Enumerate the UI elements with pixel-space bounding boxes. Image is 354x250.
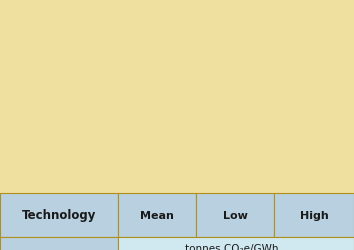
Text: Low: Low <box>223 210 247 220</box>
Bar <box>118 237 354 250</box>
Bar <box>0 193 118 237</box>
Bar <box>0 237 118 250</box>
Bar <box>118 193 196 237</box>
Text: Technology: Technology <box>22 209 96 222</box>
Text: tonnes CO₂e/GWh: tonnes CO₂e/GWh <box>185 243 279 250</box>
Bar <box>274 193 354 237</box>
Text: Mean: Mean <box>140 210 174 220</box>
Text: High: High <box>299 210 329 220</box>
Bar <box>196 193 274 237</box>
